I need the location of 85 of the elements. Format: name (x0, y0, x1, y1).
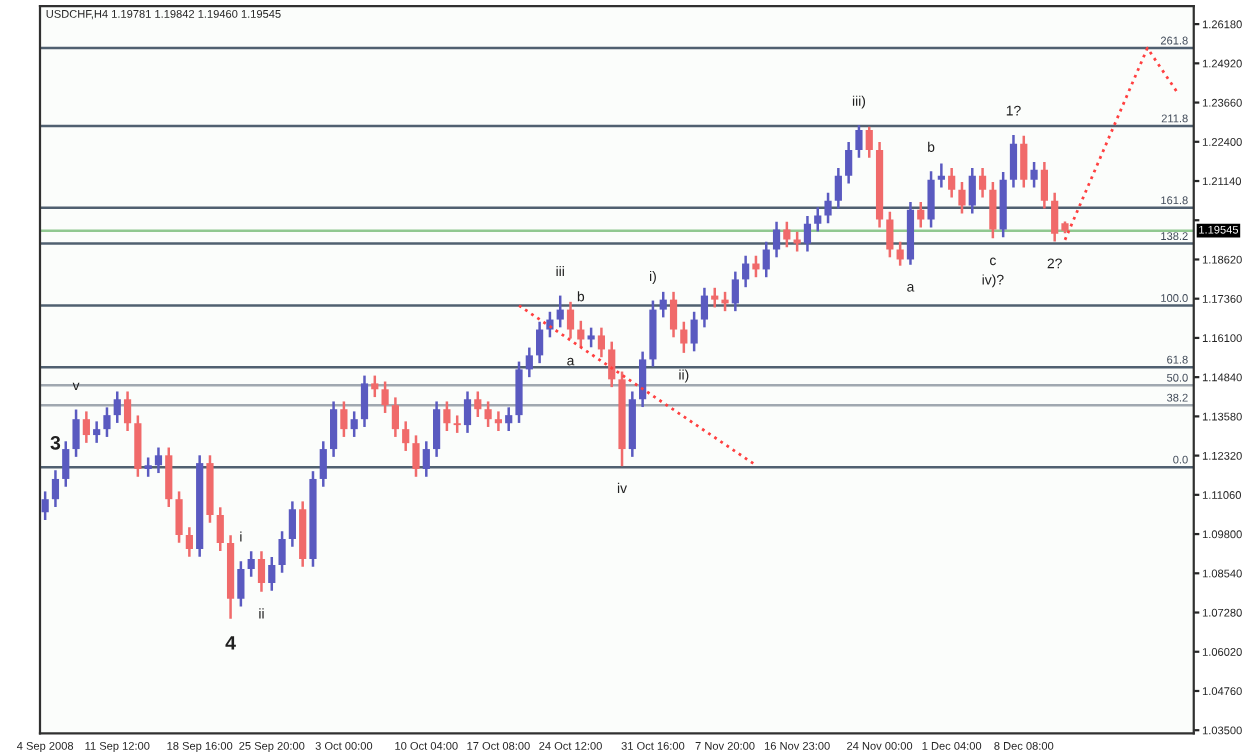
candlestick (1040, 160, 1048, 210)
candlestick (814, 205, 822, 233)
candlestick (587, 326, 595, 349)
candlestick (41, 490, 49, 522)
candlestick (927, 170, 935, 229)
candlestick (288, 500, 296, 549)
candlestick (319, 440, 327, 488)
candlestick (237, 559, 245, 608)
candlestick (515, 360, 523, 425)
candlestick (659, 290, 667, 319)
annotation: 3 (50, 435, 61, 450)
candlestick (948, 166, 956, 199)
candlestick (381, 380, 389, 415)
candlestick (505, 406, 513, 433)
candlestick (536, 320, 544, 365)
candlestick (185, 525, 193, 559)
candlestick (443, 400, 451, 433)
candlestick (72, 408, 80, 459)
candlestick (886, 210, 894, 259)
candlestick (1009, 133, 1018, 189)
candlestick (803, 214, 812, 253)
candlestick (123, 390, 132, 433)
candlestick (484, 400, 492, 429)
candlestick (62, 440, 70, 488)
candlestick (917, 200, 925, 229)
candlestick (968, 166, 976, 215)
candlestick (268, 555, 276, 592)
candlestick (597, 326, 606, 359)
candlestick (742, 254, 750, 289)
candlestick (772, 220, 781, 259)
candlestick (793, 230, 801, 253)
candlestick (824, 191, 832, 225)
candlestick (216, 506, 224, 553)
candlestick (525, 346, 533, 379)
candlestick (134, 414, 142, 479)
candlestick (154, 446, 163, 475)
candlestick (350, 410, 358, 439)
candlestick (669, 290, 678, 339)
candlestick (865, 125, 873, 159)
candlestick (51, 468, 60, 509)
candlestick (494, 410, 503, 433)
candlestick (680, 320, 688, 355)
candlestick (711, 286, 719, 309)
candlestick (937, 162, 945, 189)
candlestick (165, 446, 173, 509)
candlestick (278, 530, 286, 574)
candlestick (958, 180, 966, 215)
candlestick (257, 549, 266, 593)
candlestick (329, 400, 338, 459)
candlestick (690, 310, 698, 353)
candlestick (402, 420, 410, 453)
candlestick (391, 396, 399, 439)
candlestick (731, 270, 739, 313)
candlestick (93, 420, 101, 445)
candlestick (113, 390, 121, 425)
candlestick (989, 180, 997, 240)
candlestick (978, 166, 987, 199)
candlestick (412, 434, 420, 479)
candlestick (834, 166, 842, 210)
candlestick (1020, 134, 1028, 189)
candlestick (360, 374, 369, 429)
candlestick (371, 374, 379, 399)
candlestick (463, 390, 472, 435)
candlestick (855, 124, 863, 159)
candlestick (546, 310, 554, 339)
candlestick (752, 254, 760, 279)
candlestick (762, 240, 770, 279)
candlestick (556, 294, 564, 329)
candlestick (433, 400, 441, 459)
candlestick (783, 220, 791, 249)
candlestick (700, 286, 709, 329)
candlestick (1030, 160, 1038, 189)
candlestick (608, 340, 616, 389)
candlestick (103, 406, 111, 439)
annotation: 4 (225, 636, 236, 650)
candlestick (474, 390, 482, 419)
candlestick (340, 400, 348, 439)
candlestick (845, 140, 853, 185)
candlestick (144, 456, 152, 479)
candlestick (639, 350, 647, 409)
candlestick (247, 549, 255, 578)
candlestick (566, 300, 575, 340)
candlestick (422, 440, 430, 479)
candlestick (175, 490, 183, 545)
candlestick (82, 410, 90, 445)
